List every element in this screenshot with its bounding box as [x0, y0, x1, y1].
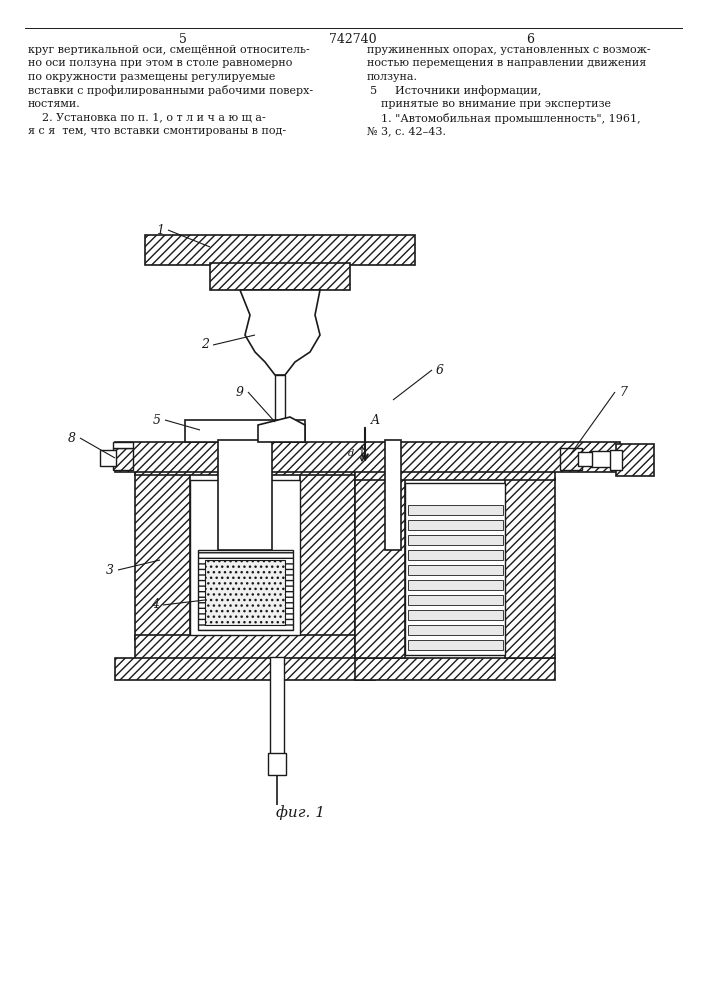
Text: вставки с профилированными рабочими поверх-: вставки с профилированными рабочими пове… — [28, 86, 313, 97]
Text: 7: 7 — [619, 385, 627, 398]
Text: № 3, с. 42–43.: № 3, с. 42–43. — [367, 126, 446, 136]
Text: 6: 6 — [436, 363, 444, 376]
Bar — [270, 657, 284, 755]
Text: ползуна.: ползуна. — [367, 72, 418, 82]
Text: 5: 5 — [370, 86, 377, 96]
Bar — [408, 550, 503, 560]
Bar — [616, 444, 654, 476]
Bar — [610, 450, 622, 470]
Text: Источники информации,: Источники информации, — [367, 86, 542, 96]
Text: я с я  тем, что вставки смонтированы в под-: я с я тем, что вставки смонтированы в по… — [28, 126, 286, 136]
Bar — [505, 478, 555, 658]
Text: d: d — [348, 450, 354, 458]
Bar — [408, 610, 503, 620]
Text: 1. "Автомобильная промышленность", 1961,: 1. "Автомобильная промышленность", 1961, — [367, 112, 641, 123]
Bar — [275, 375, 285, 420]
Bar — [145, 235, 415, 265]
Bar — [115, 658, 375, 680]
Polygon shape — [240, 290, 320, 375]
Text: пружиненных опорах, установленных с возмож-: пружиненных опорах, установленных с возм… — [367, 45, 650, 55]
Bar — [408, 505, 503, 515]
Bar — [408, 520, 503, 530]
Text: 4: 4 — [151, 598, 159, 611]
Bar — [198, 550, 293, 630]
Text: 2: 2 — [201, 338, 209, 352]
Bar — [268, 753, 286, 775]
Text: принятые во внимание при экспертизе: принятые во внимание при экспертизе — [367, 99, 611, 109]
Text: но оси ползуна при этом в столе равномерно: но оси ползуна при этом в столе равномер… — [28, 58, 293, 68]
Bar — [113, 448, 133, 470]
Bar — [355, 478, 405, 658]
Text: ностями.: ностями. — [28, 99, 81, 109]
Bar — [135, 470, 190, 640]
Polygon shape — [258, 417, 305, 442]
Polygon shape — [113, 442, 133, 448]
Bar — [190, 480, 300, 635]
Bar — [355, 470, 555, 480]
Bar — [135, 635, 355, 660]
Bar — [408, 640, 503, 650]
Text: 8: 8 — [68, 432, 76, 444]
Bar — [408, 535, 503, 545]
Bar — [218, 440, 272, 550]
Text: 6: 6 — [526, 33, 534, 46]
Text: 5: 5 — [153, 414, 161, 426]
Bar — [590, 451, 620, 467]
Text: 9: 9 — [236, 385, 244, 398]
Bar — [408, 580, 503, 590]
Bar — [185, 420, 305, 442]
Text: по окружности размещены регулируемые: по окружности размещены регулируемые — [28, 72, 275, 82]
Text: 1: 1 — [156, 224, 164, 236]
Bar — [100, 450, 116, 466]
Text: 3: 3 — [106, 564, 114, 576]
Text: A: A — [371, 414, 380, 427]
Bar — [205, 560, 285, 625]
Text: 2. Установка по п. 1, о т л и ч а ю щ а-: 2. Установка по п. 1, о т л и ч а ю щ а- — [28, 112, 266, 122]
Bar — [408, 565, 503, 575]
Text: фиг. 1: фиг. 1 — [276, 805, 325, 820]
Text: ностью перемещения в направлении движения: ностью перемещения в направлении движени… — [367, 58, 646, 68]
Bar — [385, 440, 401, 550]
Text: 5: 5 — [179, 33, 187, 46]
Bar — [115, 442, 620, 472]
Bar — [210, 263, 350, 290]
Bar — [300, 470, 355, 640]
Bar — [405, 483, 505, 655]
Text: 742740: 742740 — [329, 33, 377, 46]
Text: круг вертикальной оси, смещённой относитель-: круг вертикальной оси, смещённой относит… — [28, 45, 310, 55]
Bar — [408, 595, 503, 605]
Bar — [355, 658, 555, 680]
Bar — [560, 448, 582, 470]
Bar — [578, 452, 592, 466]
Bar — [135, 465, 355, 475]
Bar — [408, 625, 503, 635]
